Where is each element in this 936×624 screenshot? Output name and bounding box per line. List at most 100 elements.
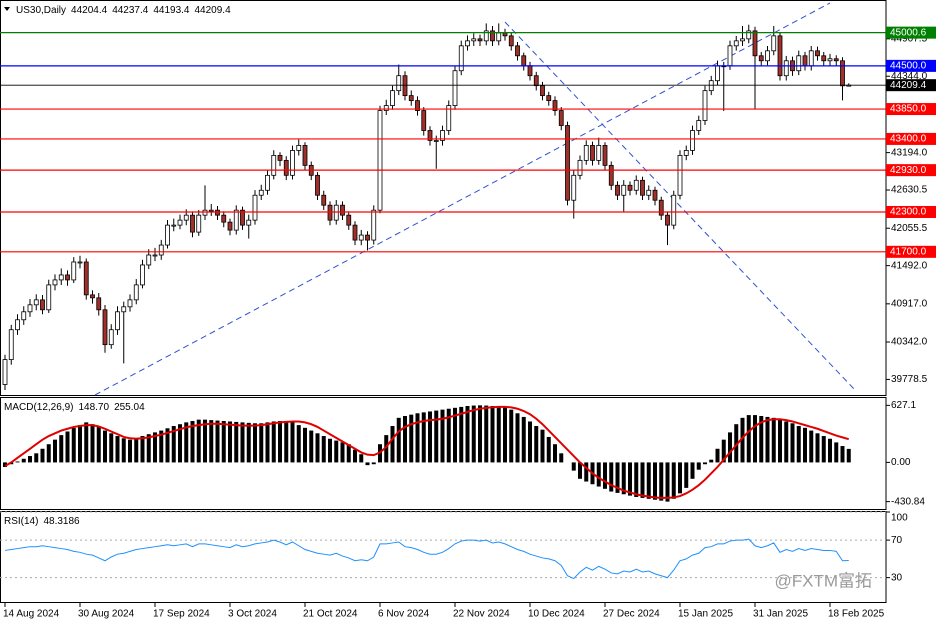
candle-body — [552, 100, 558, 111]
candle-body — [302, 145, 308, 166]
candle-body — [577, 159, 583, 176]
macd-bar — [621, 462, 626, 495]
candle-body — [683, 150, 689, 156]
candle-body — [465, 40, 470, 47]
macd-bar — [796, 426, 801, 463]
pane-title: RSI(14) 48.3186 — [4, 516, 80, 527]
candle-body — [658, 199, 664, 216]
candle-body — [602, 145, 608, 166]
macd-bar — [515, 413, 520, 463]
macd-bar — [665, 462, 670, 502]
candle-body — [708, 80, 714, 92]
macd-bar — [15, 461, 20, 463]
macd-bar — [634, 462, 639, 497]
candle-body — [315, 174, 320, 196]
candle-body — [652, 189, 658, 201]
macd-bar — [234, 421, 239, 463]
macd-bar — [109, 433, 114, 463]
candle-body — [533, 75, 539, 87]
candle-body — [208, 209, 214, 212]
macd-bar — [459, 406, 464, 463]
candle-body — [252, 194, 258, 221]
candle-body — [665, 214, 670, 226]
title-text: RSI(14) — [4, 516, 38, 527]
x-tick-label: 14 Aug 2024 — [3, 609, 60, 620]
candle-body — [608, 164, 614, 186]
candle-body — [77, 261, 83, 264]
candle-body — [821, 55, 827, 62]
candle-body — [40, 299, 45, 311]
candle-body — [746, 30, 752, 40]
macd-bar — [615, 462, 620, 493]
signal-line — [4, 405, 850, 499]
macd-bar — [603, 462, 607, 489]
candle-body — [802, 55, 808, 67]
macd-bar — [184, 422, 189, 463]
macd-bar — [65, 431, 70, 463]
macd-bar — [784, 421, 789, 463]
macd-bar — [296, 425, 301, 463]
macd-bar — [153, 432, 157, 463]
macd-bar — [196, 419, 201, 463]
candle-body — [327, 204, 333, 221]
level-label: 45000.6 — [890, 27, 927, 38]
candle-body — [227, 221, 233, 231]
candle-body — [8, 329, 14, 361]
macd-bar — [221, 421, 226, 463]
candle-body — [165, 224, 170, 246]
candle-body — [96, 297, 102, 311]
y-tick-label: 43194.0 — [891, 147, 928, 158]
macd-bar — [253, 423, 257, 463]
level-label-box — [886, 205, 936, 218]
title-value: 255.04 — [114, 402, 145, 413]
candle-body — [215, 209, 220, 216]
candle-body — [27, 304, 33, 313]
candle-body — [740, 38, 745, 42]
macd-bar — [90, 424, 95, 463]
candle-body — [615, 184, 620, 196]
candle-body — [427, 130, 433, 141]
candle-body — [333, 204, 339, 221]
macd-bar — [171, 426, 176, 463]
macd-bar — [578, 462, 582, 479]
candle-body — [115, 311, 120, 331]
pane-title: US30,Daily 44204.4 44237.4 44193.4 44209.4 — [16, 5, 231, 16]
current-price-box — [886, 79, 936, 92]
candle-body — [752, 30, 758, 57]
trendline — [504, 21, 856, 391]
level-label-box — [886, 103, 936, 116]
macd-bar — [728, 432, 732, 463]
macd-bar — [40, 448, 45, 463]
y-tick-label: 42630.5 — [891, 185, 928, 196]
candle-body — [715, 65, 720, 82]
macd-bar — [740, 417, 745, 463]
macd-bar — [746, 415, 751, 463]
candle-body — [340, 204, 345, 216]
candle-body — [527, 65, 533, 77]
level-label-box — [886, 59, 936, 72]
macd-bar — [371, 462, 376, 465]
macd-bar — [696, 462, 701, 470]
candle-body — [133, 284, 139, 301]
level-label-box — [886, 245, 936, 258]
macd-bar — [715, 448, 720, 463]
level-label-box — [886, 164, 936, 177]
macd-bar — [403, 416, 407, 463]
candle-body — [346, 214, 352, 226]
candle-body — [258, 189, 264, 196]
x-tick-label: 31 Jan 2025 — [753, 609, 808, 620]
macd-bar — [428, 411, 432, 463]
candle-body — [296, 145, 302, 151]
macd-bar — [584, 462, 589, 482]
candle-body — [777, 35, 783, 77]
title-text: MACD(12,26,9) — [4, 402, 73, 413]
macd-bar — [340, 442, 345, 463]
candle-body — [127, 299, 133, 308]
candle-body — [390, 90, 395, 106]
macd-bar — [121, 438, 126, 463]
macd-bar — [703, 462, 707, 465]
candle-body — [290, 150, 295, 176]
